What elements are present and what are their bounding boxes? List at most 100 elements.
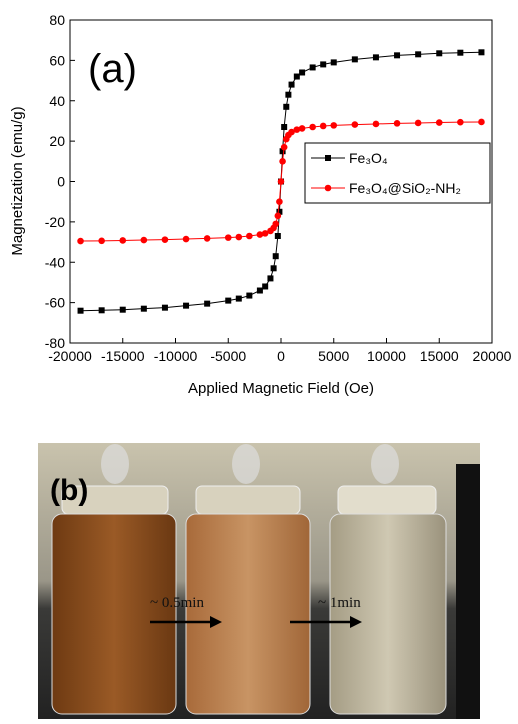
magnet bbox=[456, 464, 480, 719]
x-tick-label: -10000 bbox=[154, 348, 198, 364]
panel-label: (a) bbox=[88, 47, 137, 91]
marker bbox=[119, 237, 127, 244]
marker bbox=[351, 56, 358, 63]
marker bbox=[299, 69, 306, 76]
chart: (a) Applied Magnetic Field (Oe) Magnetiz… bbox=[9, 12, 512, 397]
y-tick-label: 80 bbox=[49, 12, 65, 28]
marker bbox=[262, 283, 269, 290]
y-tick-label: -80 bbox=[45, 335, 65, 351]
marker bbox=[415, 51, 422, 58]
x-tick-label: 20000 bbox=[473, 348, 512, 364]
marker bbox=[183, 302, 190, 309]
marker bbox=[330, 122, 338, 129]
marker bbox=[140, 305, 147, 312]
x-tick-label: -15000 bbox=[101, 348, 145, 364]
y-tick-label: 0 bbox=[57, 174, 65, 190]
x-tick-label: 15000 bbox=[420, 348, 459, 364]
marker bbox=[77, 307, 84, 314]
marker bbox=[435, 119, 443, 126]
annotation: ~ 1min bbox=[318, 595, 361, 611]
marker bbox=[276, 198, 283, 205]
marker bbox=[280, 143, 288, 151]
marker bbox=[119, 306, 126, 313]
arrow-head bbox=[350, 616, 362, 628]
marker bbox=[279, 148, 286, 155]
marker bbox=[457, 49, 464, 56]
marker bbox=[261, 230, 269, 237]
marker bbox=[225, 297, 232, 304]
marker bbox=[235, 295, 242, 302]
legend-marker bbox=[324, 184, 332, 192]
marker bbox=[161, 236, 169, 243]
marker bbox=[270, 265, 277, 272]
photo: (b) ~ 0.5min ~ 1min magnet bbox=[38, 443, 494, 719]
legend-label: Fe₃O₄ bbox=[349, 150, 388, 166]
marker bbox=[274, 212, 282, 220]
x-tick-label: 10000 bbox=[367, 348, 406, 364]
marker bbox=[288, 128, 295, 136]
marker bbox=[293, 126, 301, 133]
marker bbox=[309, 123, 316, 131]
marker bbox=[393, 120, 401, 127]
marker bbox=[267, 275, 274, 282]
marker bbox=[272, 253, 279, 260]
marker bbox=[372, 120, 380, 128]
marker bbox=[161, 304, 168, 311]
marker bbox=[246, 292, 253, 299]
jar bbox=[329, 444, 447, 715]
marker bbox=[182, 235, 190, 243]
marker bbox=[319, 122, 327, 130]
marker bbox=[235, 233, 243, 241]
marker bbox=[98, 307, 105, 314]
jar bbox=[185, 444, 311, 715]
marker bbox=[298, 125, 306, 132]
marker bbox=[277, 178, 285, 185]
y-axis-title: Magnetization (emu/g) bbox=[9, 106, 26, 255]
jar bbox=[51, 444, 177, 715]
marker bbox=[281, 123, 288, 130]
marker bbox=[203, 235, 211, 242]
y-tick-label: -60 bbox=[45, 295, 65, 311]
panel-label: (b) bbox=[50, 474, 88, 507]
marker bbox=[246, 232, 253, 240]
marker bbox=[204, 300, 211, 307]
marker bbox=[457, 118, 464, 126]
marker bbox=[224, 234, 232, 241]
y-tick-label: -20 bbox=[45, 214, 65, 230]
x-tick-label: -5000 bbox=[210, 348, 246, 364]
y-tick-label: -40 bbox=[45, 254, 65, 270]
marker bbox=[478, 49, 485, 56]
x-axis-title: Applied Magnetic Field (Oe) bbox=[188, 380, 374, 397]
marker bbox=[330, 59, 337, 66]
marker bbox=[288, 81, 295, 88]
marker bbox=[276, 208, 283, 215]
y-tick-label: 40 bbox=[49, 93, 65, 109]
marker bbox=[272, 220, 280, 228]
arrow-head bbox=[210, 616, 222, 628]
annotation: ~ 0.5min bbox=[150, 595, 204, 611]
y-tick-label: 20 bbox=[49, 133, 65, 149]
marker bbox=[351, 121, 359, 128]
x-tick-label: -20000 bbox=[48, 348, 92, 364]
x-tick-label: 0 bbox=[277, 348, 285, 364]
marker bbox=[309, 64, 316, 71]
marker bbox=[293, 73, 300, 80]
marker bbox=[98, 237, 105, 245]
marker bbox=[140, 236, 148, 244]
magnet-label: magnet bbox=[477, 570, 494, 618]
marker bbox=[279, 158, 286, 165]
marker bbox=[436, 50, 443, 57]
marker bbox=[372, 54, 379, 61]
legend-box bbox=[304, 142, 491, 204]
legend-label: Fe₃O₄@SiO₂-NH₂ bbox=[349, 180, 461, 196]
marker bbox=[256, 231, 264, 238]
y-tick-label: 60 bbox=[49, 52, 65, 68]
marker bbox=[283, 103, 290, 110]
marker bbox=[478, 118, 485, 126]
marker bbox=[320, 61, 327, 68]
legend-marker bbox=[325, 155, 331, 161]
marker bbox=[274, 233, 281, 240]
marker bbox=[77, 237, 84, 245]
x-tick-label: 5000 bbox=[318, 348, 349, 364]
